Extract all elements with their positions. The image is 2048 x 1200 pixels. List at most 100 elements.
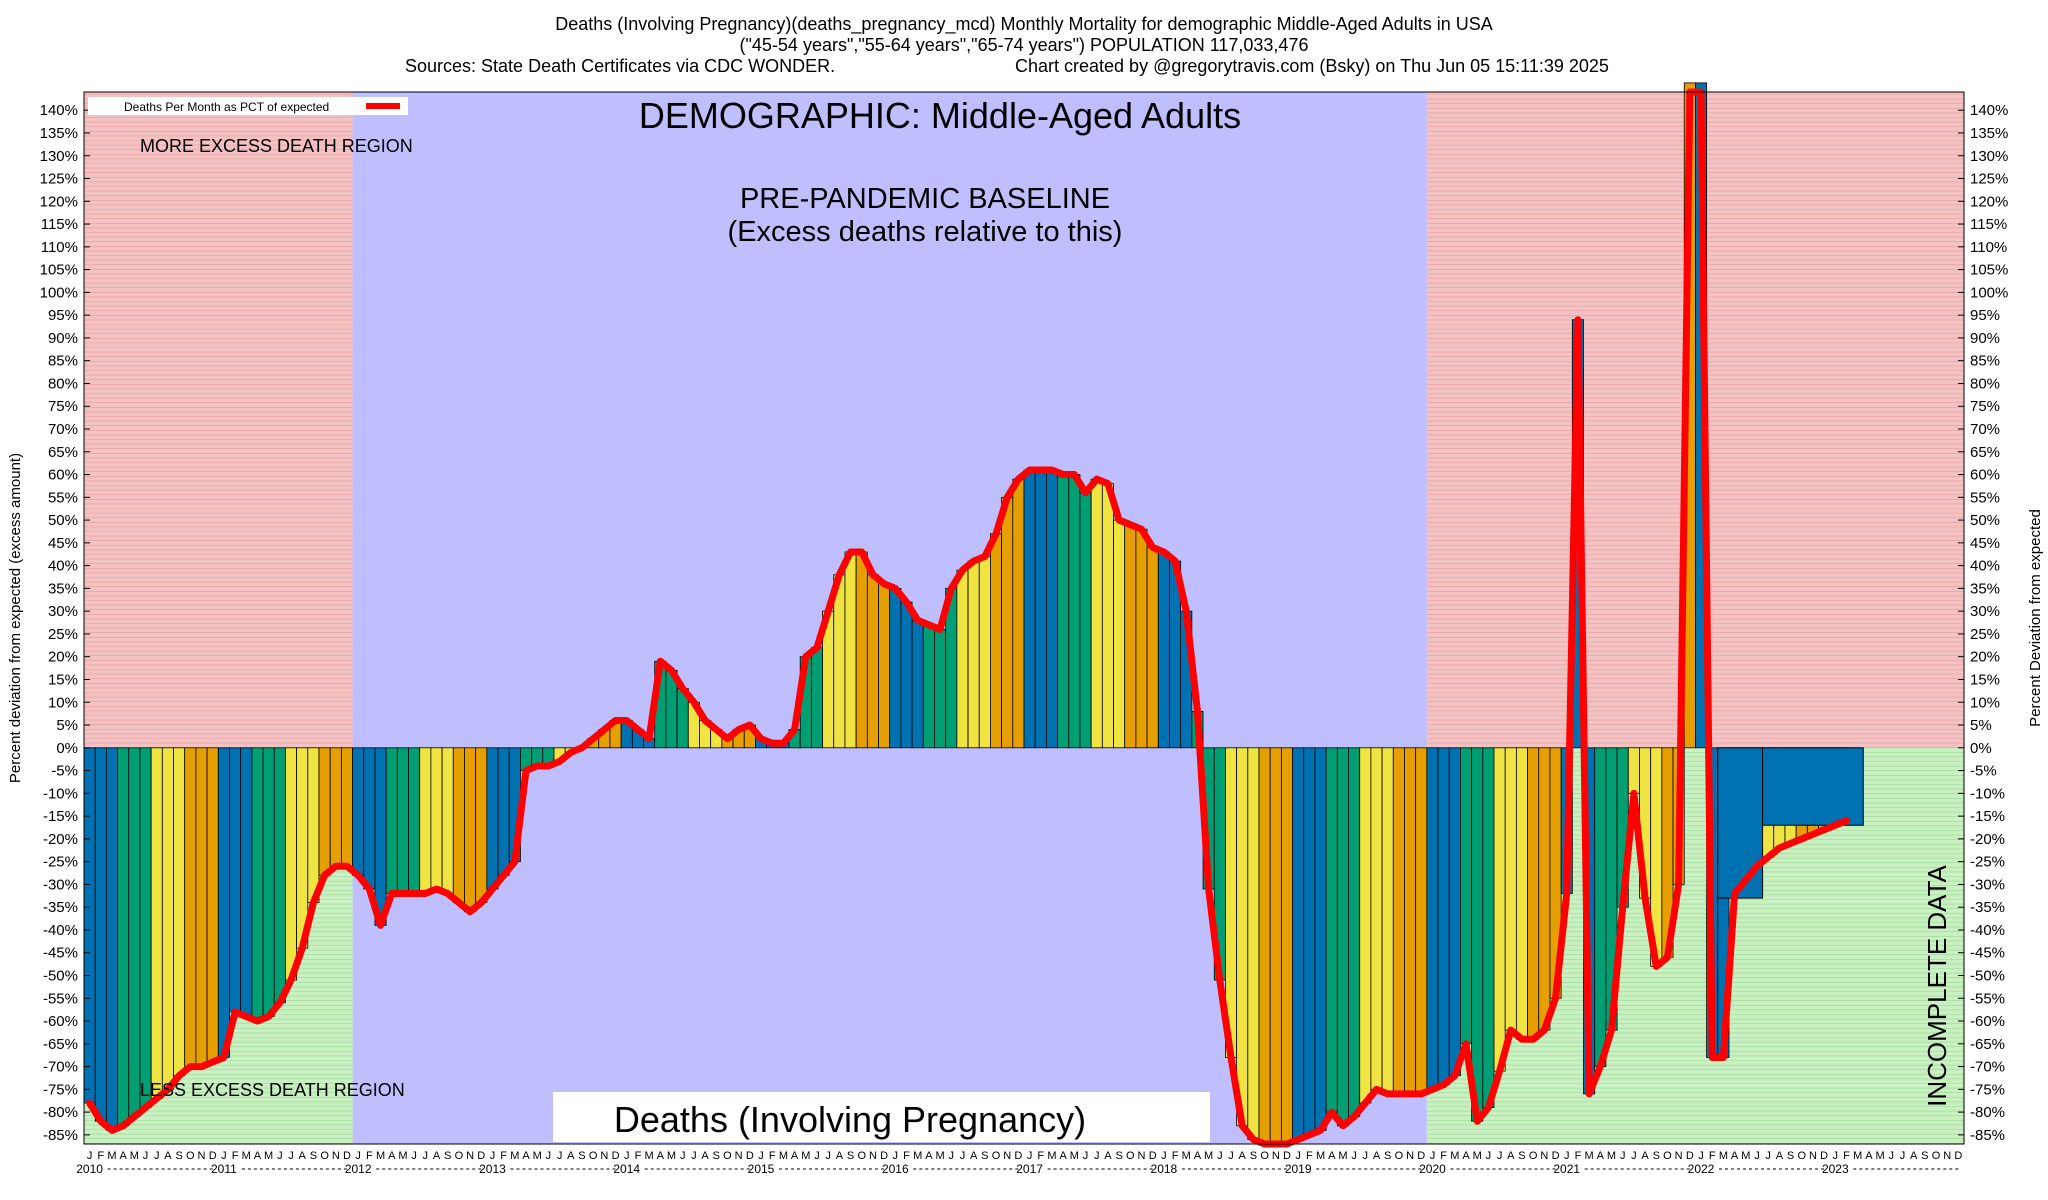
x-tick-month: M <box>533 1150 542 1162</box>
x-tick-month: D <box>1014 1150 1022 1162</box>
x-tick-month: J <box>758 1150 764 1162</box>
x-tick-month: J <box>221 1150 227 1162</box>
x-tick-month: D <box>1417 1150 1425 1162</box>
x-tick-month: A <box>1865 1150 1873 1162</box>
x-tick-month: J <box>624 1150 630 1162</box>
x-tick-month: A <box>1910 1150 1918 1162</box>
y-tick-label-left: 45% <box>48 535 78 552</box>
y-tick-label-right: 15% <box>1970 671 2000 688</box>
y-tick-label-left: 135% <box>40 125 78 142</box>
bar-month-135 <box>1594 747 1607 1067</box>
x-tick-month: A <box>164 1150 172 1162</box>
x-tick-month: A <box>388 1150 396 1162</box>
x-tick-month: S <box>578 1150 585 1162</box>
x-tick-month: J <box>1217 1150 1223 1162</box>
x-tick-month: S <box>847 1150 854 1162</box>
y-tick-label-right: 90% <box>1970 330 2000 347</box>
y-tick-label-right: 45% <box>1970 535 2000 552</box>
x-tick-month: J <box>1351 1150 1357 1162</box>
x-tick-month: J <box>1754 1150 1760 1162</box>
x-tick-month: J <box>557 1150 563 1162</box>
chart-header-credit: Chart created by @gregorytravis.com (Bsk… <box>1015 56 1609 76</box>
x-tick-month: J <box>1833 1150 1839 1162</box>
y-tick-label-left: -50% <box>43 967 78 984</box>
y-tick-label-right: 105% <box>1970 262 2008 279</box>
bar-month-111 <box>1325 747 1338 1113</box>
x-tick-month: M <box>130 1150 139 1162</box>
x-tick-month: A <box>925 1150 933 1162</box>
bar-month-104 <box>1247 747 1260 1140</box>
x-tick-month: J <box>691 1150 697 1162</box>
bar-month-3 <box>117 747 130 1127</box>
y-tick-label-right: 40% <box>1970 558 2000 575</box>
x-tick-month: M <box>1182 1150 1191 1162</box>
y-tick-label-right: -30% <box>1970 876 2005 893</box>
deaths-pct-trend-line <box>86 88 1850 1148</box>
incomplete-block-0 <box>1717 747 1764 899</box>
x-tick-month: J <box>288 1150 294 1162</box>
x-tick-month: M <box>510 1150 519 1162</box>
y-tick-label-right: 35% <box>1970 580 2000 597</box>
x-tick-month: A <box>836 1150 844 1162</box>
y-tick-label-right: -45% <box>1970 945 2005 962</box>
x-tick-year: 2014 <box>613 1162 640 1176</box>
bar-month-88 <box>1068 474 1081 749</box>
x-tick-month: D <box>343 1150 351 1162</box>
bar-month-16 <box>262 747 275 1017</box>
y-tick-label-left: -5% <box>51 763 78 780</box>
bar-month-84 <box>1023 469 1036 749</box>
cause-label: Deaths (Involving Pregnancy) <box>614 1099 1086 1140</box>
x-tick-month: M <box>264 1150 273 1162</box>
bar-month-36 <box>486 747 499 890</box>
y-tick-label-left: -85% <box>43 1127 78 1144</box>
x-tick-year: 2011 <box>211 1162 237 1176</box>
x-tick-month: N <box>735 1150 743 1162</box>
y-tick-label-left: 95% <box>48 307 78 324</box>
y-tick-label-right: 30% <box>1970 603 2000 620</box>
bar-month-82 <box>1001 496 1014 749</box>
x-tick-month: S <box>1384 1150 1391 1162</box>
bar-month-105 <box>1258 747 1271 1145</box>
bar-month-1 <box>94 747 107 1122</box>
bar-month-9 <box>184 747 197 1067</box>
x-tick-month: J <box>1900 1150 1906 1162</box>
bar-month-34 <box>464 747 477 913</box>
x-tick-month: O <box>1529 1150 1538 1162</box>
y-tick-label-right: -35% <box>1970 899 2005 916</box>
x-tick-year: 2021 <box>1553 1162 1580 1176</box>
bar-month-107 <box>1280 747 1293 1145</box>
more-excess-region-pre <box>84 92 353 748</box>
y-tick-label-left: 115% <box>41 216 78 233</box>
y-tick-label-left: 40% <box>48 558 78 575</box>
incomplete-data-label: INCOMPLETE DATA <box>1922 864 1952 1106</box>
bar-month-33 <box>452 747 465 904</box>
x-tick-month: A <box>1239 1150 1247 1162</box>
x-tick-month: M <box>1585 1150 1594 1162</box>
bar-month-126 <box>1493 747 1506 1072</box>
x-tick-month: O <box>1663 1150 1672 1162</box>
x-tick-month: S <box>1921 1150 1928 1162</box>
bar-month-67 <box>833 574 846 749</box>
x-tick-month: N <box>1675 1150 1683 1162</box>
x-tick-month: S <box>1250 1150 1257 1162</box>
baseline-label-line2: (Excess deaths relative to this) <box>728 216 1123 248</box>
y-tick-label-left: -10% <box>43 785 78 802</box>
x-tick-month: A <box>1104 1150 1112 1162</box>
bar-month-120 <box>1426 747 1439 1090</box>
x-tick-month: O <box>1260 1150 1269 1162</box>
x-tick-month: F <box>1440 1150 1447 1162</box>
x-tick-month: M <box>398 1150 407 1162</box>
x-tick-month: J <box>893 1150 899 1162</box>
bar-month-124 <box>1471 747 1484 1122</box>
x-tick-year: 2017 <box>1016 1162 1043 1176</box>
y-tick-label-left: 15% <box>48 671 78 688</box>
y-axis-label-right: Percent Deviation from expected <box>2027 509 2044 727</box>
x-tick-month: F <box>1172 1150 1179 1162</box>
x-tick-month: M <box>1607 1150 1616 1162</box>
bar-month-68 <box>844 551 857 749</box>
x-tick-month: J <box>490 1150 496 1162</box>
x-tick-month: A <box>701 1150 709 1162</box>
x-tick-month: F <box>366 1150 373 1162</box>
less-excess-region-label: LESS EXCESS DEATH REGION <box>140 1080 405 1100</box>
x-tick-month: J <box>1497 1150 1503 1162</box>
